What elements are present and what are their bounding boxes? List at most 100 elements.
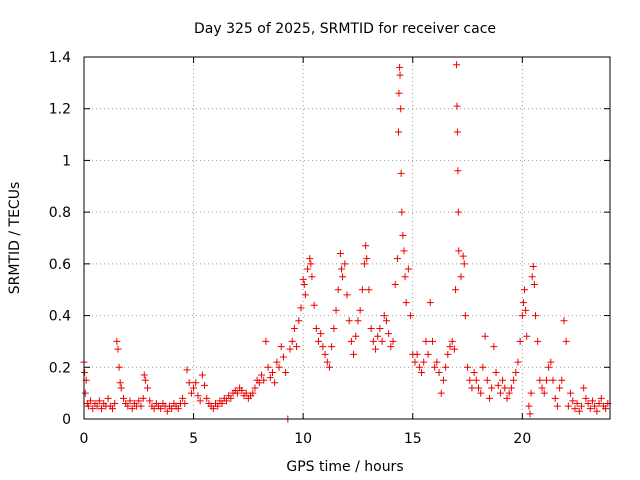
data-point — [395, 89, 403, 97]
data-point — [286, 345, 294, 353]
data-point — [338, 265, 346, 273]
y-tick-label: 0.4 — [49, 309, 71, 325]
data-point — [117, 384, 125, 392]
x-tick-labels: 0 5 10 15 20 — [80, 431, 532, 447]
data-point — [481, 332, 489, 340]
data-point — [218, 399, 226, 407]
data-point — [454, 167, 462, 175]
data-point — [413, 350, 421, 358]
data-point — [528, 273, 536, 281]
data-point — [588, 397, 596, 405]
data-point — [459, 252, 467, 260]
data-point — [282, 368, 290, 376]
data-point — [362, 242, 370, 250]
data-point — [578, 402, 586, 410]
data-point — [558, 376, 566, 384]
data-point — [505, 389, 513, 397]
data-point — [584, 399, 592, 407]
data-point — [81, 389, 89, 397]
data-point — [538, 384, 546, 392]
data-point — [367, 325, 375, 332]
data-point — [194, 392, 202, 400]
data-point — [571, 405, 579, 413]
y-tick-label: 0 — [62, 412, 71, 428]
data-point — [317, 330, 325, 338]
data-point — [448, 337, 456, 345]
data-point — [534, 337, 542, 345]
data-point — [343, 291, 351, 299]
data-point — [407, 312, 415, 320]
chart-title: Day 325 of 2025, SRMTID for receiver cac… — [194, 21, 496, 37]
data-point — [387, 343, 395, 351]
data-point — [321, 350, 329, 358]
x-axis-label: GPS time / hours — [286, 459, 403, 475]
data-point — [602, 405, 610, 413]
data-point — [536, 376, 544, 384]
data-point — [93, 402, 101, 410]
data-point — [523, 332, 531, 340]
data-point — [411, 358, 419, 366]
data-point — [475, 384, 482, 392]
data-point — [330, 325, 338, 332]
data-point — [415, 363, 423, 371]
data-point — [242, 389, 250, 397]
data-point — [453, 61, 461, 69]
data-point — [485, 394, 493, 402]
data-point — [428, 337, 436, 345]
data-point — [339, 273, 347, 281]
data-point — [300, 281, 308, 289]
data-point — [365, 286, 373, 294]
data-point — [551, 394, 559, 402]
data-point — [233, 389, 241, 397]
data-point — [140, 371, 148, 379]
data-point — [345, 317, 353, 325]
data-point — [451, 286, 459, 294]
data-point — [496, 389, 504, 397]
data-point — [526, 410, 534, 418]
data-point — [374, 332, 382, 340]
data-point — [380, 312, 388, 320]
data-point — [116, 379, 124, 387]
data-point — [273, 358, 281, 366]
data-point — [363, 255, 371, 263]
data-point — [238, 387, 246, 395]
data-point — [288, 337, 296, 345]
x-tick-label: 15 — [404, 431, 422, 447]
data-point — [400, 247, 408, 255]
data-point — [115, 363, 123, 371]
data-point — [510, 376, 518, 384]
data-point — [361, 260, 369, 268]
data-point — [522, 306, 530, 314]
data-point — [426, 299, 434, 307]
data-point — [293, 343, 301, 351]
data-point — [174, 405, 182, 413]
data-point — [393, 255, 401, 263]
data-point — [328, 343, 336, 351]
data-point — [446, 343, 454, 351]
data-point — [564, 402, 572, 410]
data-point — [141, 376, 149, 384]
data-point — [483, 376, 491, 384]
data-point — [108, 405, 116, 413]
data-point — [488, 384, 496, 392]
data-point — [371, 345, 379, 353]
data-point — [227, 394, 235, 402]
data-point — [455, 247, 463, 255]
data-point — [424, 350, 432, 358]
data-point — [301, 291, 309, 299]
data-point — [501, 384, 509, 392]
y-tick-label: 0.6 — [49, 257, 71, 273]
data-point — [444, 350, 452, 358]
x-tick-label: 0 — [80, 431, 89, 447]
data-point — [512, 368, 520, 376]
data-point — [519, 299, 527, 307]
data-point — [507, 384, 515, 392]
data-point — [395, 128, 403, 136]
y-tick-label: 1 — [62, 153, 71, 169]
data-point — [470, 368, 478, 376]
data-point — [586, 405, 594, 413]
axis-ticks — [83, 56, 610, 420]
data-point — [297, 304, 305, 312]
data-point — [396, 71, 404, 79]
x-tick-label: 10 — [294, 431, 312, 447]
